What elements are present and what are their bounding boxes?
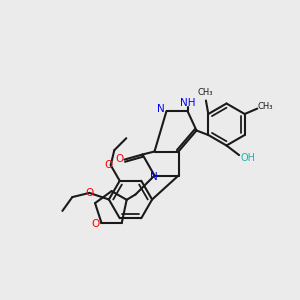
Text: N: N: [157, 104, 165, 115]
Text: CH₃: CH₃: [198, 88, 213, 97]
Text: O: O: [91, 219, 100, 229]
Text: CH₃: CH₃: [258, 102, 273, 111]
Text: OH: OH: [241, 152, 256, 163]
Text: O: O: [86, 188, 94, 198]
Text: O: O: [104, 160, 112, 170]
Text: NH: NH: [180, 98, 196, 109]
Text: O: O: [115, 154, 123, 164]
Text: N: N: [150, 172, 158, 182]
